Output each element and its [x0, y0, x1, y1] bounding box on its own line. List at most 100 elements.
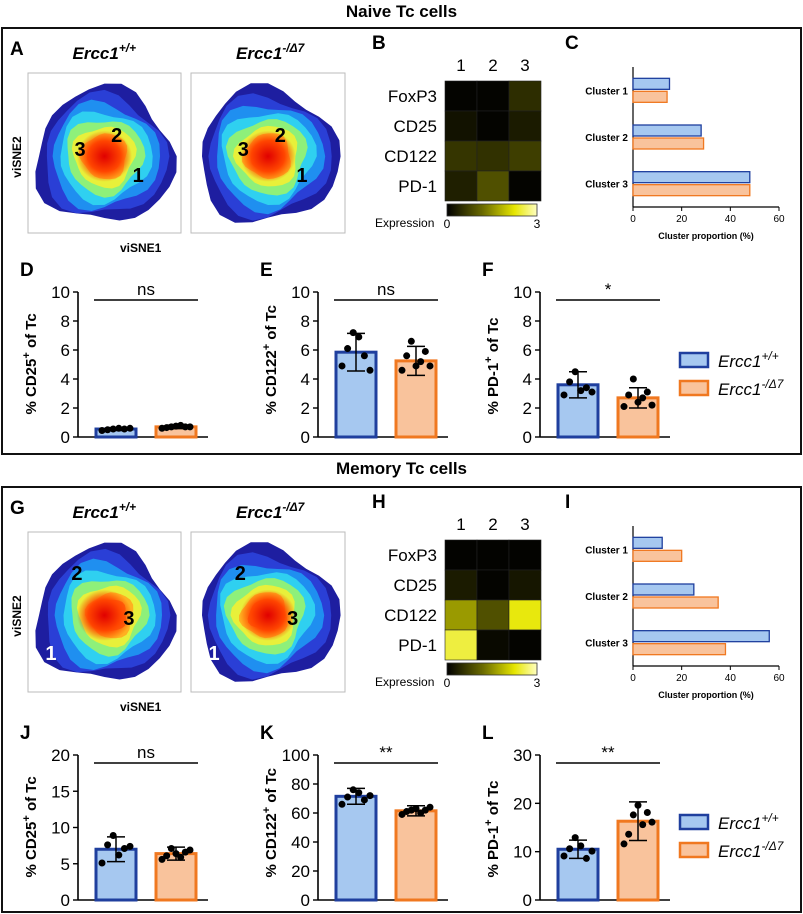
naive-heatmap-colorbar	[446, 203, 538, 217]
memory-heatmap-cell	[508, 599, 542, 631]
memory-l-data-point	[648, 818, 656, 826]
memory-heatmap-scale-min: 0	[444, 676, 451, 690]
naive-cluster-letter: C	[565, 33, 579, 54]
memory-k-bar-ytick-label: 40	[291, 833, 310, 852]
memory-j-data-point	[186, 846, 194, 854]
memory-j-bar-ytick-label: 20	[51, 746, 70, 765]
naive-heatmap-cell	[476, 140, 510, 172]
naive-f-data-point	[648, 401, 656, 409]
memory-j-data-point	[120, 845, 128, 853]
memory-tsne-wt-cluster-label: 1	[45, 643, 56, 665]
naive-heatmap-scale-min: 0	[444, 217, 451, 231]
memory-k-data-point	[412, 805, 420, 813]
memory-k-sig-label: **	[379, 743, 393, 762]
naive-cluster-bar-wt	[632, 77, 671, 90]
naive-cluster-xtick-label: 60	[773, 214, 785, 225]
naive-d-bar-ytick-label: 10	[51, 283, 70, 302]
naive-d-bar-letter: D	[20, 260, 34, 281]
memory-heatmap-cell	[476, 599, 510, 631]
memory-k-data-point	[366, 792, 374, 800]
naive-tsne-wt-genotype-title: Ercc1+/+	[73, 41, 137, 63]
memory-heatmap-cell	[476, 539, 510, 571]
memory-cluster-category-label: Cluster 1	[585, 545, 628, 556]
naive-d-bar-ytick-label: 4	[61, 370, 70, 389]
naive-cluster-bar-wt	[632, 171, 751, 184]
memory-l-bar-ytick-label: 0	[523, 891, 532, 910]
naive-e-data-point	[349, 329, 357, 337]
memory-legend-label-wt: Ercc1+/+	[718, 811, 779, 833]
memory-l-data-point	[577, 842, 585, 850]
memory-l-data-point	[620, 840, 628, 848]
naive-e-data-point	[338, 362, 346, 370]
naive-heatmap-cell	[444, 170, 478, 202]
naive-f-data-point	[620, 403, 628, 411]
memory-heatmap-cell	[444, 599, 478, 631]
naive-tsne-wt: Ercc1+/+	[27, 41, 182, 234]
naive-heatmap-cell	[476, 170, 510, 202]
memory-tsne-mut-cluster-label: 3	[287, 608, 298, 630]
memory-heatmap-cell	[508, 629, 542, 661]
memory-j-data-point	[177, 853, 185, 861]
memory-k-data-point	[349, 786, 357, 794]
naive-tsne-wt-cluster-label: 1	[133, 165, 144, 187]
memory-j-bar-ylabel: % CD25+ of Tc	[21, 776, 40, 877]
memory-cluster-xtick-label: 20	[676, 673, 688, 684]
naive-tsne-xlabel: viSNE1	[120, 241, 162, 255]
naive-f-data-point	[566, 378, 574, 386]
naive-f-sig-label: *	[605, 280, 612, 299]
memory-section-title: Memory Tc cells	[335, 459, 468, 478]
memory-heatmap-row-label: CD122	[384, 606, 437, 625]
memory-heatmap-scale-label: Expression	[375, 675, 434, 689]
memory-legend-label-mut: Ercc1-/Δ7	[718, 839, 784, 861]
naive-heatmap-cell	[444, 80, 478, 112]
memory-l-bar-ytick-label: 30	[513, 746, 532, 765]
naive-legend-label-mut: Ercc1-/Δ7	[718, 377, 784, 399]
naive-e-bar-ylabel: % CD122+ of Tc	[261, 305, 280, 415]
naive-cluster-category-label: Cluster 1	[585, 86, 628, 97]
naive-cluster-xlabel: Cluster proportion (%)	[658, 231, 754, 241]
naive-section-title: Naive Tc cells	[345, 2, 458, 21]
naive-e-data-point	[421, 347, 429, 355]
naive-e-data-point	[360, 352, 368, 360]
naive-heatmap-cell	[508, 170, 542, 202]
naive-heatmap-cell	[508, 110, 542, 142]
memory-j-bar-ytick-label: 5	[61, 855, 70, 874]
memory-k-data-point	[355, 789, 363, 797]
memory-l-data-point	[588, 847, 596, 855]
memory-heatmap-row-label: CD25	[394, 576, 437, 595]
memory-heatmap-row-label: PD-1	[398, 636, 437, 655]
memory-k-data-point	[344, 793, 352, 801]
naive-e-data-point	[344, 345, 352, 353]
naive-d-bar-ytick-label: 2	[61, 399, 70, 418]
naive-d-sig-label: ns	[137, 280, 155, 299]
memory-heatmap-col-label: 1	[456, 515, 465, 534]
memory-j-data-point	[109, 831, 117, 839]
naive-f-data-point	[577, 387, 585, 395]
naive-d-data-point	[126, 424, 134, 432]
memory-k-bar-ytick-label: 100	[282, 746, 310, 765]
naive-heatmap-cell	[444, 110, 478, 142]
memory-cluster-xtick-label: 40	[725, 673, 737, 684]
memory-j-bar-ytick-label: 15	[51, 782, 70, 801]
memory-heatmap-cell	[444, 539, 478, 571]
naive-tsne-ylabel: viSNE2	[10, 136, 24, 178]
memory-l-data-point	[582, 854, 590, 862]
naive-cluster-bar-wt	[632, 124, 702, 137]
naive-e-bar-ytick-label: 2	[301, 399, 310, 418]
naive-d-data-point	[104, 426, 112, 434]
naive-f-bar-ytick-label: 10	[513, 283, 532, 302]
naive-e-bar-ytick-label: 4	[301, 370, 310, 389]
memory-legend-swatch-wt	[678, 813, 710, 831]
memory-heatmap-col-label: 2	[488, 515, 497, 534]
naive-d-bar-ylabel: % CD25+ of Tc	[21, 313, 40, 414]
memory-j-bar-ytick-label: 0	[61, 891, 70, 910]
naive-tsne-wt-cluster-label: 3	[74, 139, 85, 161]
naive-tsne-mut-hotspot	[240, 130, 296, 182]
naive-d-data-point	[98, 426, 106, 434]
naive-heatmap-cell	[476, 80, 510, 112]
naive-heatmap-scale-label: Expression	[375, 216, 434, 230]
naive-e-data-point	[407, 337, 415, 345]
memory-j-data-point	[163, 852, 171, 860]
memory-legend-swatch-mut	[678, 841, 710, 859]
